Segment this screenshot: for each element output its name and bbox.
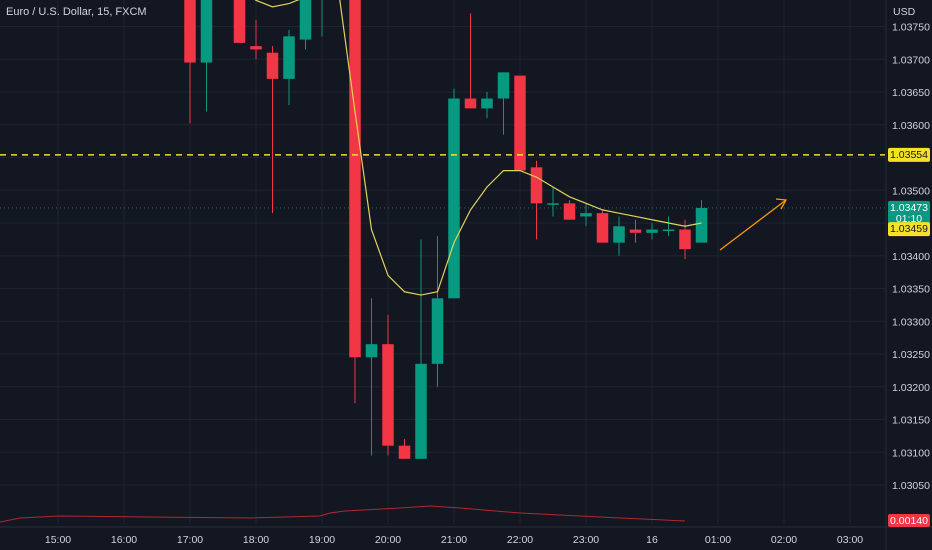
moving-average <box>254 0 702 296</box>
x-tick-label: 20:00 <box>375 534 401 546</box>
candle-body <box>629 229 642 233</box>
candle-body <box>662 229 675 232</box>
y-tick-label: 1.03500 <box>892 185 930 197</box>
currency-label: USD <box>893 6 916 18</box>
candle-body <box>497 72 510 99</box>
y-tick-label: 1.03750 <box>892 22 930 34</box>
x-tick-label: 03:00 <box>837 534 863 546</box>
y-tick-label: 1.03700 <box>892 54 930 66</box>
y-tick-label: 1.03100 <box>892 447 930 459</box>
last-price-tag-bg <box>888 200 930 225</box>
y-tick-label: 1.03350 <box>892 284 930 296</box>
ma-value-tag-text: 1.03459 <box>890 223 928 235</box>
x-tick-label: 16:00 <box>111 534 137 546</box>
y-tick-label: 1.03050 <box>892 480 930 492</box>
x-tick-label: 19:00 <box>309 534 335 546</box>
grid-lines <box>0 0 885 525</box>
indicator-line <box>0 505 686 523</box>
candle-body <box>266 52 279 79</box>
y-tick-label: 1.03400 <box>892 251 930 263</box>
candle-body <box>464 98 477 109</box>
candle-body <box>349 0 361 358</box>
candle-body <box>596 213 609 243</box>
candles <box>184 0 708 459</box>
x-tick-label: 17:00 <box>177 534 203 546</box>
y-tick-label: 1.03800 <box>892 0 930 1</box>
x-tick-label: 02:00 <box>771 534 797 546</box>
candle-body <box>530 167 543 204</box>
x-tick-label: 01:00 <box>705 534 731 546</box>
candle-body <box>695 207 708 243</box>
indicator-value-tag: 0.00140 <box>888 514 930 527</box>
x-tick-label: 23:00 <box>573 534 599 546</box>
last-price-tag-text: 01:10 <box>896 213 922 225</box>
y-tick-label: 1.03650 <box>892 87 930 99</box>
candle-body <box>563 203 576 220</box>
y-tick-label: 1.03200 <box>892 382 930 394</box>
candle-body <box>283 36 295 79</box>
candle-body <box>382 344 394 446</box>
moving-average-line <box>254 0 702 296</box>
candle-body <box>514 75 526 171</box>
y-tick-label: 1.03600 <box>892 120 930 132</box>
candle-body <box>679 229 691 250</box>
candle-body <box>448 98 460 299</box>
candle-body <box>299 0 312 40</box>
candle-body <box>365 344 378 358</box>
candle-body <box>200 0 213 63</box>
x-tick-label: 15:00 <box>45 534 71 546</box>
candle-body <box>646 229 658 233</box>
y-tick-label: 1.03300 <box>892 316 930 328</box>
candle-body <box>184 0 196 63</box>
x-tick-label: 22:00 <box>507 534 533 546</box>
indicator-pane <box>0 505 686 523</box>
x-tick-label: 21:00 <box>441 534 467 546</box>
candle-body <box>547 203 559 205</box>
ma-value-tag-bg <box>888 222 930 237</box>
candle-body <box>233 0 246 43</box>
candle-body <box>250 46 262 50</box>
candle-body <box>481 98 493 109</box>
trend-arrow[interactable] <box>719 198 788 251</box>
level-price-tag-text: 1.03554 <box>890 149 928 161</box>
arrow-head[interactable] <box>775 198 788 210</box>
x-tick-label: 16 <box>646 534 658 546</box>
arrow-shaft[interactable] <box>719 199 787 251</box>
indicator-value-tag-text: 0.00140 <box>890 515 928 527</box>
level-price-tag: 1.03554 <box>888 147 930 162</box>
x-tick-label: 18:00 <box>243 534 269 546</box>
candle-body <box>398 445 411 459</box>
level-price-tag-bg <box>888 147 930 162</box>
chart-title: Euro / U.S. Dollar, 15, FXCM <box>6 6 147 18</box>
y-tick-label: 1.03250 <box>892 349 930 361</box>
candle-body <box>580 213 592 217</box>
y-tick-label: 1.03150 <box>892 415 930 427</box>
candle-body <box>613 226 625 243</box>
indicator-value-tag-bg <box>888 514 930 527</box>
ma-value-tag: 1.03459 <box>888 222 930 237</box>
candle-body <box>415 363 427 459</box>
last-price-tag-text: 1.03473 <box>890 202 928 214</box>
candle-body <box>431 298 444 364</box>
